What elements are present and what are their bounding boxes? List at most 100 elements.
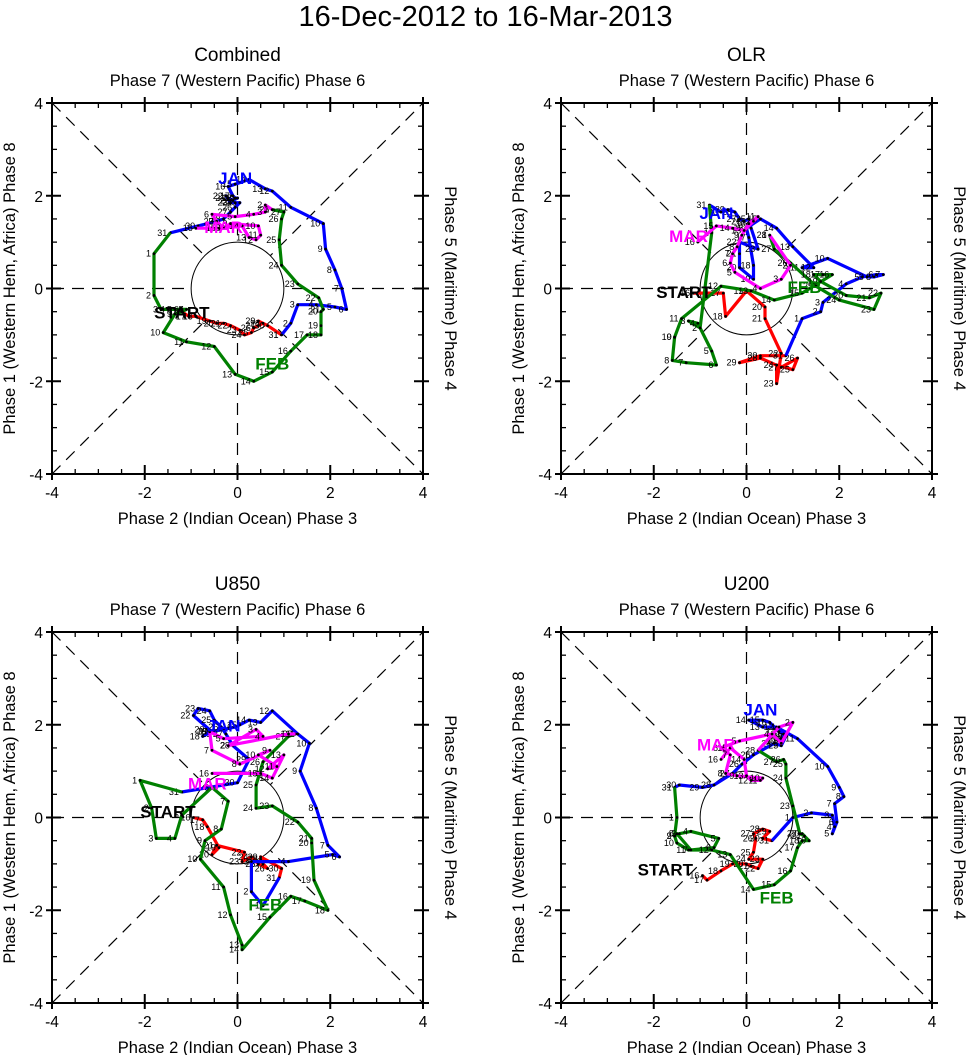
day-label: 21 — [771, 729, 781, 739]
day-marker — [759, 217, 762, 221]
day-label: 6 — [708, 360, 713, 370]
day-label: 23 — [285, 279, 295, 289]
x-tick-label: -2 — [647, 485, 661, 502]
day-label: 12 — [259, 706, 269, 716]
day-marker — [752, 263, 755, 267]
day-label: 4 — [160, 304, 165, 314]
day-label: 25 — [238, 328, 248, 338]
day-label: 5 — [704, 346, 709, 356]
day-label: 1 — [669, 813, 674, 823]
day-marker — [212, 718, 216, 722]
day-label: 16 — [708, 755, 718, 765]
day-label: 13 — [236, 232, 246, 242]
day-label: 26 — [778, 258, 788, 268]
day-label: 24 — [243, 803, 253, 813]
day-label: 22 — [745, 864, 755, 874]
day-marker — [240, 943, 244, 947]
day-marker — [796, 737, 799, 741]
day-label: 19 — [197, 727, 207, 737]
day-marker — [735, 245, 739, 249]
day-marker — [719, 758, 723, 761]
day-label: 7 — [725, 249, 730, 259]
day-label: 12 — [218, 910, 228, 920]
day-label: 10 — [245, 750, 255, 760]
month-label-feb: FEB — [760, 888, 794, 907]
day-label: 23 — [768, 741, 778, 751]
day-label: 15 — [703, 221, 713, 231]
day-label: 16 — [685, 237, 695, 247]
day-marker — [837, 298, 841, 302]
day-label: 3 — [773, 274, 778, 284]
day-label: 16 — [778, 866, 788, 876]
day-marker — [779, 365, 783, 369]
day-label: 16 — [180, 813, 190, 823]
day-label: 2 — [220, 741, 225, 751]
day-label: 20 — [194, 724, 204, 734]
day-label: 17 — [694, 875, 704, 885]
y-tick-label: -2 — [538, 903, 552, 920]
day-marker — [238, 762, 242, 766]
day-label: 25 — [201, 715, 211, 725]
day-marker — [772, 298, 776, 302]
day-marker — [199, 857, 202, 861]
y-tick-label: 0 — [543, 282, 552, 299]
day-marker — [721, 291, 725, 295]
y-tick-label: 4 — [34, 625, 43, 642]
day-marker — [810, 811, 813, 815]
day-label: 6 — [829, 817, 834, 827]
month-label-mar: MAR — [204, 218, 243, 237]
day-marker — [222, 737, 225, 741]
day-marker — [250, 860, 253, 863]
day-marker — [728, 753, 732, 757]
day-label: 26 — [729, 759, 739, 769]
series-line-dec — [701, 827, 773, 882]
day-marker — [735, 774, 739, 778]
day-marker — [673, 335, 677, 339]
day-marker — [254, 783, 258, 787]
day-marker — [326, 908, 330, 912]
day-label: 18 — [789, 836, 799, 846]
day-marker — [738, 252, 741, 256]
day-label: 23 — [259, 801, 269, 811]
day-label: 19 — [206, 843, 216, 853]
month-label-jan: JAN — [743, 700, 777, 719]
day-marker — [222, 321, 225, 325]
day-marker — [298, 769, 302, 773]
day-label: 5 — [824, 829, 829, 839]
day-label: 31 — [759, 836, 769, 846]
day-marker — [768, 233, 772, 237]
day-label: 2 — [144, 803, 149, 813]
day-marker — [226, 744, 230, 748]
day-label: 28 — [248, 854, 258, 864]
month-label-jan: JAN — [699, 204, 733, 223]
day-label: 14 — [229, 221, 239, 231]
day-marker — [268, 748, 272, 752]
day-marker — [830, 273, 834, 276]
day-marker — [742, 219, 746, 223]
day-label: 17 — [199, 727, 209, 737]
day-marker — [333, 268, 337, 272]
day-marker — [728, 261, 732, 265]
day-marker — [319, 310, 323, 314]
day-label: 6 — [868, 270, 873, 280]
day-marker — [243, 333, 246, 337]
y-tick-label: 2 — [34, 189, 43, 206]
day-marker — [256, 753, 260, 757]
x-tick-label: -4 — [554, 1014, 568, 1031]
day-label: 26 — [255, 864, 265, 874]
day-label: 27 — [271, 207, 281, 217]
day-marker — [689, 830, 693, 833]
day-label: 21 — [752, 314, 762, 324]
day-marker — [791, 804, 795, 808]
day-marker — [196, 707, 200, 710]
day-label: 15 — [206, 223, 216, 233]
day-label: 2 — [257, 200, 262, 210]
left-axis-label: Phase 1 (Western Hem, Africa) Phase 8 — [1, 142, 19, 434]
day-marker — [259, 721, 263, 724]
day-label: 10 — [664, 838, 674, 848]
day-label: 29 — [689, 782, 699, 792]
day-marker — [233, 201, 237, 205]
day-label: 7 — [334, 284, 339, 294]
